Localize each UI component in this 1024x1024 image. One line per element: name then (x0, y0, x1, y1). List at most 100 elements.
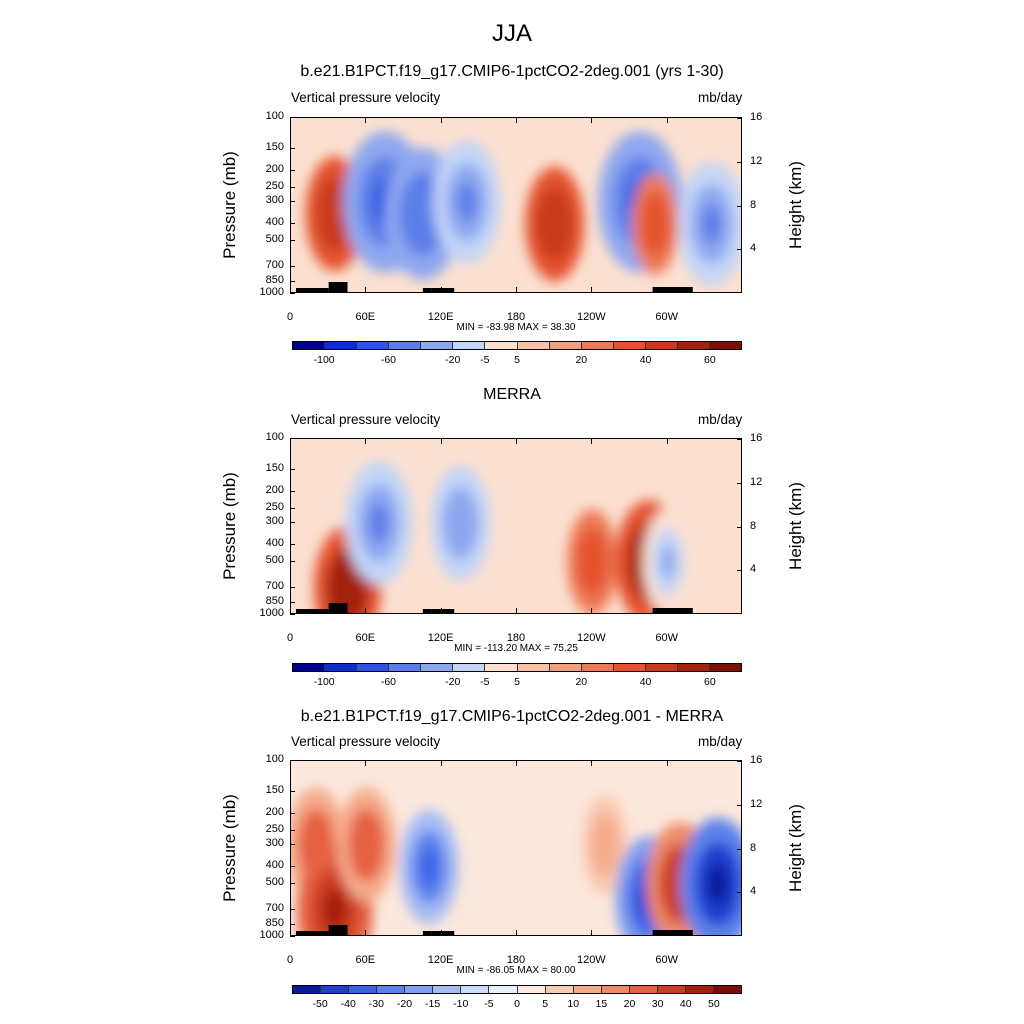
colorbar-swatch-3 (389, 342, 422, 349)
heatmap-feature-core-3 (456, 182, 477, 222)
colorbar-swatch-1 (325, 342, 358, 349)
y-tick-label-400: 400 (265, 858, 284, 871)
right-axis-label: Height (km) (786, 804, 805, 892)
heatmap-feature-core-4 (598, 828, 612, 862)
y-tick-mark (290, 468, 295, 470)
colorbar-label-6: 40 (639, 354, 652, 366)
colorbar-swatch-1 (321, 986, 350, 993)
colorbar-label-5: 20 (575, 354, 588, 366)
colorbar-label-4: 5 (514, 354, 520, 366)
x-tick-mark-top (666, 760, 668, 766)
colorbar-swatch-12 (629, 986, 658, 993)
right-axis-label: Height (km) (786, 482, 805, 570)
colorbar-swatch-10 (573, 986, 602, 993)
colorbar-swatch-5 (453, 664, 486, 671)
y-tick-mark (290, 830, 295, 832)
y-tick-mark (290, 147, 295, 149)
terrain-block-0 (296, 609, 329, 613)
y-tick-label-100: 100 (265, 431, 284, 443)
x-tick-label-3: 180 (506, 632, 526, 644)
colorbar-swatch-4 (421, 664, 454, 671)
colorbar-swatch-7 (517, 664, 550, 671)
colorbar-swatch-13 (710, 342, 742, 349)
y-tick-label-200: 200 (265, 162, 284, 175)
colorbar-swatch-15 (713, 986, 741, 993)
x-tick-mark-top (591, 117, 593, 123)
y-tick-label-300: 300 (265, 193, 284, 206)
y-tick-mark (290, 222, 295, 224)
y-tick-mark (290, 200, 295, 202)
y-tick-label-850: 850 (265, 273, 284, 286)
colorbar-label-14: 50 (708, 998, 720, 1010)
x-tick-mark (516, 608, 517, 614)
y-tick-label-100: 100 (265, 753, 284, 765)
y-tick-mark (290, 508, 295, 510)
height-tick-mark (737, 570, 742, 572)
x-tick-label-1: 60E (355, 632, 376, 644)
x-tick-mark (365, 930, 367, 936)
colorbar-label-9: 10 (567, 998, 580, 1010)
y-tick-mark (290, 240, 295, 242)
height-tick-label-12: 12 (750, 475, 763, 488)
colorbar-swatch-11 (645, 664, 678, 671)
y-tick-mark (290, 561, 295, 563)
colorbar-swatch-6 (485, 664, 518, 671)
colorbar-label-1: -60 (380, 676, 397, 688)
y-tick-label-400: 400 (265, 536, 284, 549)
x-tick-mark (591, 287, 593, 293)
heatmap-feature-core-1 (323, 888, 346, 931)
y-tick-label-700: 700 (265, 579, 284, 592)
y-tick-mark (290, 586, 295, 588)
y-tick-mark (290, 187, 295, 189)
right-axis-label: Height (km) (786, 161, 805, 249)
x-tick-mark (666, 930, 668, 936)
colorbar-swatch-12 (677, 664, 711, 671)
terrain-block-2 (422, 931, 432, 935)
heatmap-feature-core-3 (584, 545, 600, 579)
x-tick-mark (591, 608, 593, 614)
x-tick-mark (290, 930, 291, 936)
terrain-block-2 (422, 609, 432, 613)
heatmap-feature-core-7 (706, 863, 729, 906)
x-tick-mark-top (666, 438, 668, 444)
y-tick-mark (290, 521, 295, 523)
x-tick-label-4: 120W (576, 632, 606, 644)
y-tick-label-400: 400 (265, 215, 284, 228)
heatmap-feature-core-2 (451, 504, 470, 542)
terrain-block-4 (652, 608, 693, 613)
colorbar-label-1: -60 (380, 354, 397, 366)
height-tick-label-8: 8 (750, 841, 757, 854)
x-tick-mark-top (516, 438, 517, 444)
colorbar-label-2: -20 (445, 676, 461, 688)
figure-title: JJA (491, 20, 532, 47)
terrain-block-0 (296, 288, 329, 292)
x-tick-label-1: 60E (355, 311, 376, 323)
colorbar-label-7: 60 (704, 354, 716, 366)
y-tick-label-300: 300 (265, 836, 284, 849)
x-tick-mark (365, 287, 367, 293)
colorbar-swatch-14 (685, 986, 714, 993)
panel-1-colorbar (292, 341, 742, 350)
heatmap-feature-core-1 (369, 503, 389, 543)
x-tick-mark-top (365, 760, 367, 766)
height-tick-label-16: 16 (750, 432, 763, 445)
panel-3-minmax: MIN = -86.05 MAX = 80.00 (456, 965, 576, 976)
colorbar-swatch-4 (405, 986, 434, 993)
y-tick-label-700: 700 (265, 901, 284, 914)
x-tick-mark (516, 287, 517, 293)
colorbar-label-10: 15 (595, 998, 608, 1010)
heatmap-feature-core-6 (648, 207, 662, 241)
y-tick-label-250: 250 (265, 180, 284, 193)
height-tick-mark (737, 761, 742, 763)
terrain-block-2 (422, 288, 432, 292)
colorbar-swatch-3 (389, 664, 422, 671)
colorbar-label-0: -50 (312, 998, 328, 1010)
colorbar-label-8: 5 (542, 998, 549, 1010)
panel-3-units: mb/day (698, 734, 743, 749)
colorbar-swatch-9 (545, 986, 574, 993)
colorbar-swatch-9 (581, 342, 614, 349)
y-tick-label-250: 250 (265, 501, 284, 514)
colorbar-swatch-8 (549, 664, 582, 671)
y-tick-mark (290, 293, 295, 294)
x-tick-mark (440, 287, 442, 293)
